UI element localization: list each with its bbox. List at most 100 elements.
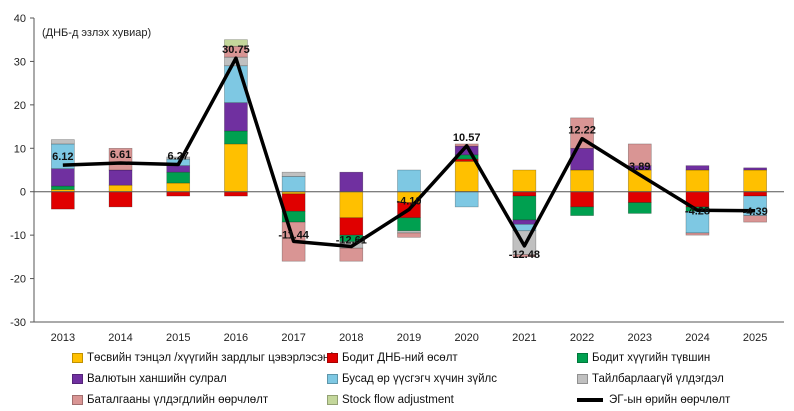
legend-item: Валютын ханшийн сулрал (72, 373, 227, 385)
legend-swatch (577, 374, 588, 384)
y-tick-label: -10 (10, 230, 26, 242)
y-tick-label: 40 (14, 13, 26, 25)
bar-segment (685, 165, 710, 171)
legend-label: Тайлбарлаагүй үлдэгдэл (592, 373, 724, 385)
bar-segment (51, 185, 75, 190)
y-tick-label: -20 (10, 274, 26, 286)
bar-segment (51, 168, 75, 187)
bar-segment (685, 169, 710, 193)
data-label: 3.89 (629, 161, 650, 173)
legend-item: Бусад өр үүсгэгч хүчин зүйлс (327, 373, 497, 385)
legend-label: ЭГ-ын өрийн өөрчлөлт (609, 394, 731, 406)
legend-item: Төсвийн тэнцэл /хүүгийн зардлыг цэвэрлэс… (72, 352, 332, 364)
legend-item: Тайлбарлаагүй үлдэгдэл (577, 373, 724, 385)
y-tick-label: 30 (14, 56, 26, 68)
data-label: -4.10 (396, 196, 421, 208)
bars-layer (51, 39, 767, 262)
unit-note: (ДНБ-д эзлэх хувиар) (42, 27, 151, 39)
bar-segment (166, 165, 191, 173)
bar-segment (627, 191, 652, 203)
bar-segment (339, 217, 364, 236)
bar-segment (108, 191, 133, 208)
bar-segment (224, 39, 248, 47)
x-tick-label: 2014 (108, 332, 132, 344)
bar-segment (224, 130, 248, 145)
bar-segment (224, 143, 248, 193)
bar-segment (743, 191, 767, 197)
data-label: -12.48 (509, 249, 540, 261)
line-layer (62, 56, 756, 249)
legend-label: Баталгааны үлдэгдлийн өөрчлөлт (87, 394, 269, 406)
legend-item: Бодит хүүгийн түвшин (577, 352, 710, 364)
bar-segment (397, 232, 421, 238)
data-label: 6.12 (52, 151, 73, 163)
data-label: -4.39 (743, 206, 768, 218)
bar-segment (339, 247, 364, 262)
legend-swatch (72, 374, 83, 384)
bar-segment (281, 193, 306, 212)
x-tick-label: 2022 (570, 332, 594, 344)
legend-label: Бусад өр үүсгэгч хүчин зүйлс (342, 373, 498, 385)
data-label: 30.75 (222, 44, 250, 56)
data-label: -4.28 (685, 205, 710, 217)
axis-layer: -30 -20 -10 0 10 20 30 40 2013 2014 2015 2016 2017 20… (10, 13, 784, 344)
data-label: 6.61 (110, 149, 131, 161)
bar-segment (166, 191, 191, 197)
x-tick-label: 2019 (397, 332, 421, 344)
x-tick-label: 2013 (51, 332, 75, 344)
bar-segment (454, 161, 479, 193)
legend-label: Төсвийн тэнцэл /хүүгийн зардлыг цэвэрлэс… (87, 352, 333, 364)
data-label: 12.22 (568, 125, 596, 137)
legend-swatch (327, 353, 338, 363)
legend-label: Бодит ДНБ-ний өсөлт (342, 352, 458, 364)
bar-segment (627, 202, 652, 214)
x-tick-label: 2024 (685, 332, 709, 344)
data-label: 6.27 (168, 150, 189, 162)
bar-segment (743, 169, 767, 193)
data-label: -12.61 (336, 234, 367, 246)
bar-segment (51, 139, 75, 145)
bar-segment (281, 171, 306, 177)
bar-segment (570, 169, 594, 193)
data-label: 10.57 (453, 132, 481, 144)
y-tick-label: -30 (10, 317, 26, 329)
legend-item: Бодит ДНБ-ний өсөлт (327, 352, 458, 364)
legend-label: Валютын ханшийн сулрал (87, 373, 227, 385)
bar-segment (166, 182, 191, 193)
x-tick-label: 2020 (454, 332, 478, 344)
x-tick-label: 2018 (339, 332, 363, 344)
debt-change-line (62, 56, 756, 249)
data-label: -11.44 (278, 229, 309, 241)
x-tick-label: 2016 (224, 332, 248, 344)
bar-segment (397, 169, 421, 193)
legend-swatch (577, 398, 603, 402)
bar-segment (627, 143, 652, 166)
legend-swatch (72, 353, 83, 363)
bar-segment (51, 191, 75, 210)
labels-layer: 6.12 6.61 6.27 30.75 -11.44 -12.61 -4.10 10.57 -… (52, 44, 768, 261)
y-tick-label: 0 (20, 187, 26, 199)
legend-label: Stock flow adjustment (342, 394, 454, 406)
bar-segment (570, 191, 594, 208)
legend-item: ЭГ-ын өрийн өөрчлөлт (577, 394, 730, 406)
legend-swatch (327, 374, 338, 384)
legend-item: Баталгааны үлдэгдлийн өөрчлөлт (72, 394, 268, 406)
bar-segment (454, 191, 479, 208)
bar-segment (743, 167, 767, 171)
bar-segment (397, 230, 421, 234)
bar-segment (339, 171, 364, 193)
x-tick-label: 2025 (743, 332, 767, 344)
bar-segment (512, 191, 537, 197)
bar-segment (108, 184, 133, 193)
x-tick-label: 2023 (628, 332, 652, 344)
x-tick-label: 2015 (166, 332, 190, 344)
bar-segment (166, 156, 191, 160)
bar-segment (339, 191, 364, 219)
y-tick-label: 20 (14, 100, 26, 112)
bar-segment (512, 195, 537, 221)
bar-segment (397, 217, 421, 232)
bar-segment (743, 215, 767, 223)
legend-swatch (577, 353, 588, 363)
bar-segment (224, 191, 248, 197)
bar-segment (512, 219, 537, 225)
